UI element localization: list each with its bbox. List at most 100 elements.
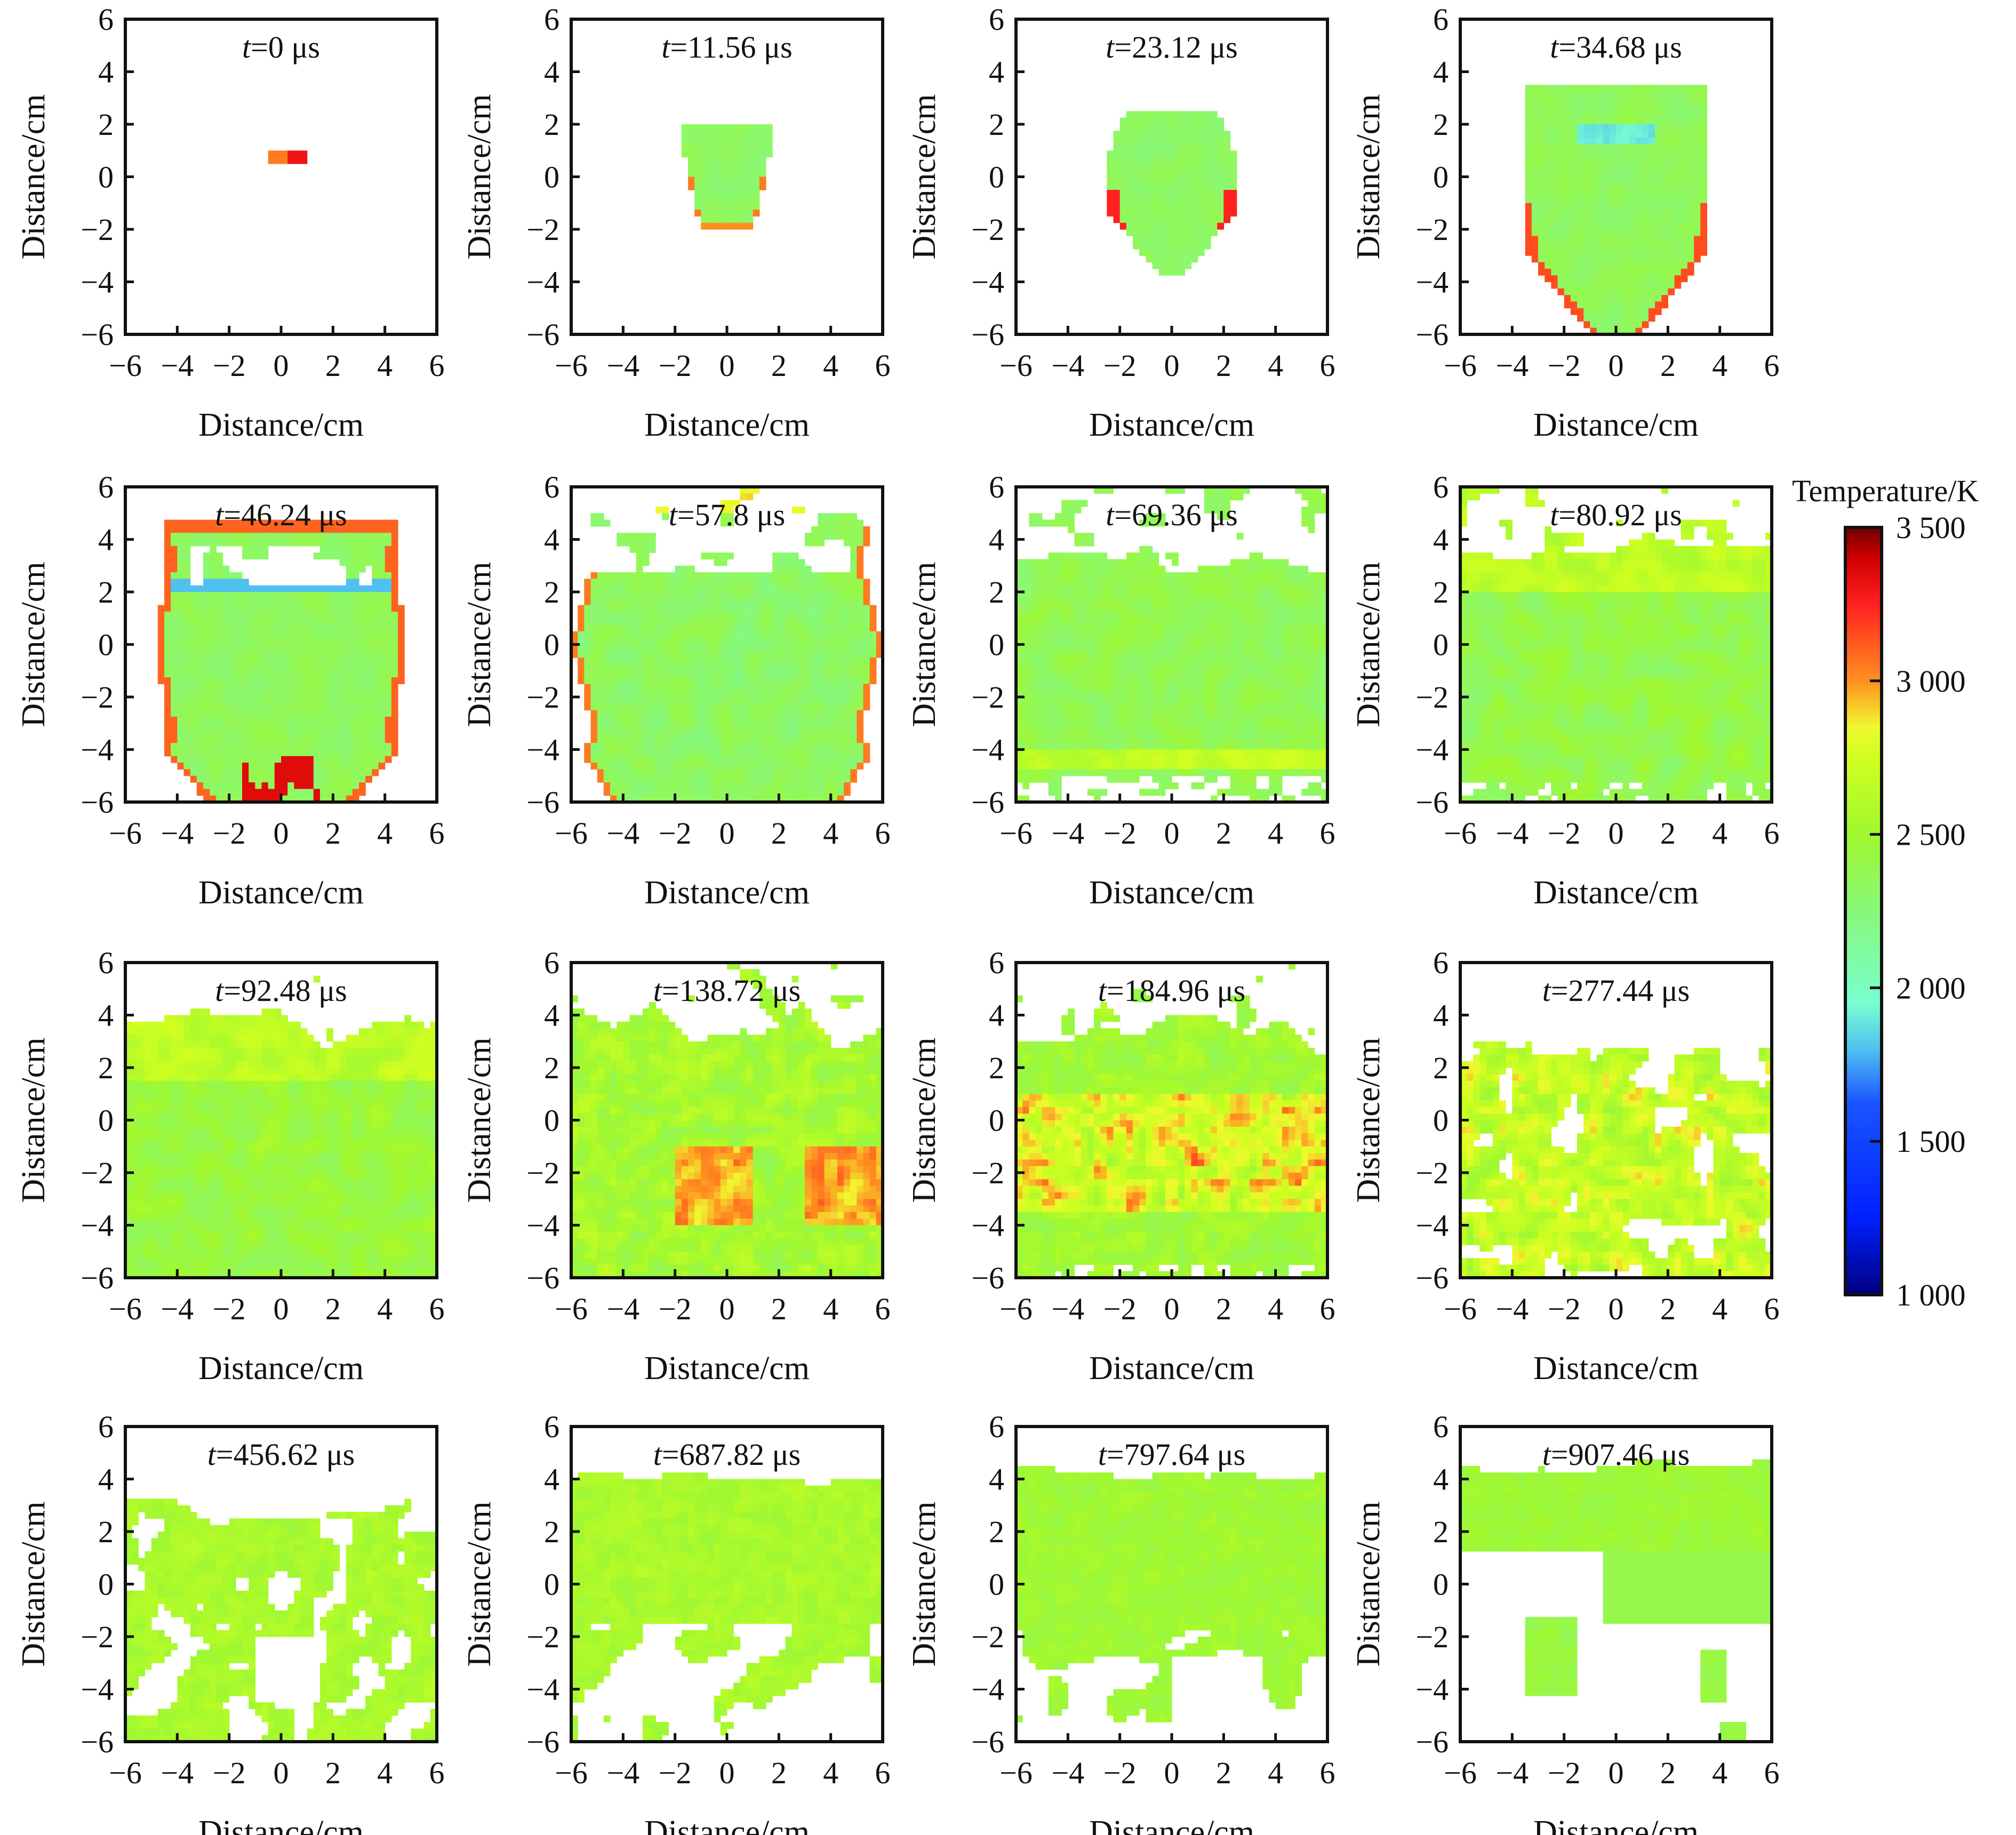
heatmap-cell [391, 565, 398, 573]
heatmap-cell [701, 143, 708, 151]
heatmap-cell [346, 670, 353, 678]
heatmap-cell [274, 651, 282, 658]
heatmap-cell [1700, 131, 1707, 138]
x-tick-label: −6 [109, 816, 142, 851]
heatmap-cell [1583, 288, 1590, 295]
heatmap-cell [1531, 117, 1539, 125]
heatmap-cell [229, 763, 236, 770]
heatmap-cell [1158, 519, 1166, 527]
heatmap-cell [1531, 210, 1539, 217]
heatmap-cell [1577, 222, 1584, 230]
heatmap-cell [857, 585, 864, 592]
heatmap-cell [307, 631, 314, 638]
heatmap-cell [753, 487, 760, 494]
heatmap-cell [798, 664, 805, 671]
heatmap-cell [642, 611, 650, 619]
heatmap-cell [261, 736, 269, 743]
heatmap-cell [837, 579, 844, 586]
heatmap-cell [242, 631, 249, 638]
heatmap-cell [759, 150, 766, 158]
heatmap-cell [235, 533, 243, 540]
heatmap-cell [1545, 91, 1551, 99]
heatmap-cell [636, 565, 643, 573]
heatmap-cell [701, 756, 708, 763]
heatmap-cell [1557, 229, 1565, 236]
heatmap-cell [766, 624, 773, 632]
heatmap-cell [352, 710, 359, 717]
heatmap-cell [1687, 196, 1694, 204]
heatmap-cell [857, 592, 864, 599]
heatmap-cell [603, 749, 611, 757]
heatmap-cell [313, 769, 321, 776]
heatmap-cell [1204, 163, 1211, 171]
heatmap-cell [222, 605, 230, 612]
heatmap-cell [1185, 143, 1192, 151]
heatmap-cell [675, 618, 682, 626]
heatmap-cell [255, 756, 262, 763]
heatmap-cell [1648, 308, 1655, 315]
heatmap-cell [727, 658, 734, 664]
heatmap-cell [590, 624, 598, 632]
heatmap-cell [1158, 229, 1166, 236]
heatmap-cell [190, 592, 197, 599]
heatmap-cell [1629, 98, 1636, 105]
heatmap-cell [701, 618, 708, 626]
heatmap-cell [1158, 262, 1166, 269]
heatmap-cell [177, 658, 185, 664]
heatmap-cell [798, 651, 805, 658]
heatmap-cell [824, 723, 831, 731]
heatmap-cell [229, 651, 236, 658]
heatmap-cell [294, 749, 301, 757]
heatmap-cell [1609, 170, 1617, 178]
heatmap-cell [597, 658, 604, 664]
heatmap-cell [1545, 150, 1551, 158]
heatmap-cell [242, 743, 249, 750]
heatmap-cell [196, 658, 204, 664]
heatmap-cell [313, 723, 321, 731]
heatmap-cell [1185, 124, 1192, 131]
heatmap-cell [1217, 203, 1224, 210]
heatmap-cell [1525, 190, 1532, 197]
y-tick-label: 4 [989, 55, 1004, 90]
heatmap-cell [268, 624, 275, 632]
heatmap-cell [837, 775, 844, 783]
heatmap-cell [1551, 196, 1558, 204]
heatmap-cell [326, 756, 333, 763]
heatmap-cell [714, 150, 721, 158]
heatmap-cell [798, 749, 805, 757]
heatmap-cell [1622, 249, 1629, 256]
heatmap-cell [753, 190, 760, 197]
heatmap-cell [818, 605, 825, 612]
heatmap-cell [1577, 85, 1584, 92]
heatmap-cell [623, 763, 630, 770]
heatmap-cell [844, 631, 851, 638]
heatmap-cell [320, 533, 327, 540]
heatmap-cell [818, 782, 825, 789]
heatmap-cell [727, 716, 734, 724]
heatmap-cell [649, 651, 656, 658]
heatmap-cell [1648, 196, 1655, 204]
heatmap-cell [1055, 519, 1062, 527]
heatmap-cell [727, 756, 734, 763]
heatmap-cell [229, 664, 236, 671]
heatmap-cell [1648, 255, 1655, 263]
heatmap-cell [727, 723, 734, 731]
heatmap-cell [701, 690, 708, 698]
heatmap-cell [1074, 572, 1082, 579]
heatmap-cell [333, 716, 340, 724]
heatmap-cell [779, 749, 786, 757]
heatmap-cell [746, 216, 754, 223]
heatmap-cell [313, 710, 321, 717]
heatmap-cell [1635, 111, 1643, 118]
heatmap-cell [1146, 216, 1153, 223]
heatmap-cell [720, 638, 727, 645]
heatmap-cell [313, 605, 321, 612]
heatmap-cell [824, 618, 831, 626]
heatmap-cell [1674, 255, 1682, 263]
heatmap-cell [1545, 157, 1551, 164]
heatmap-cell [766, 775, 773, 783]
heatmap-cell [1172, 170, 1179, 178]
heatmap-cell [203, 684, 210, 691]
heatmap-cell [1603, 183, 1610, 190]
heatmap-cell [805, 592, 812, 599]
